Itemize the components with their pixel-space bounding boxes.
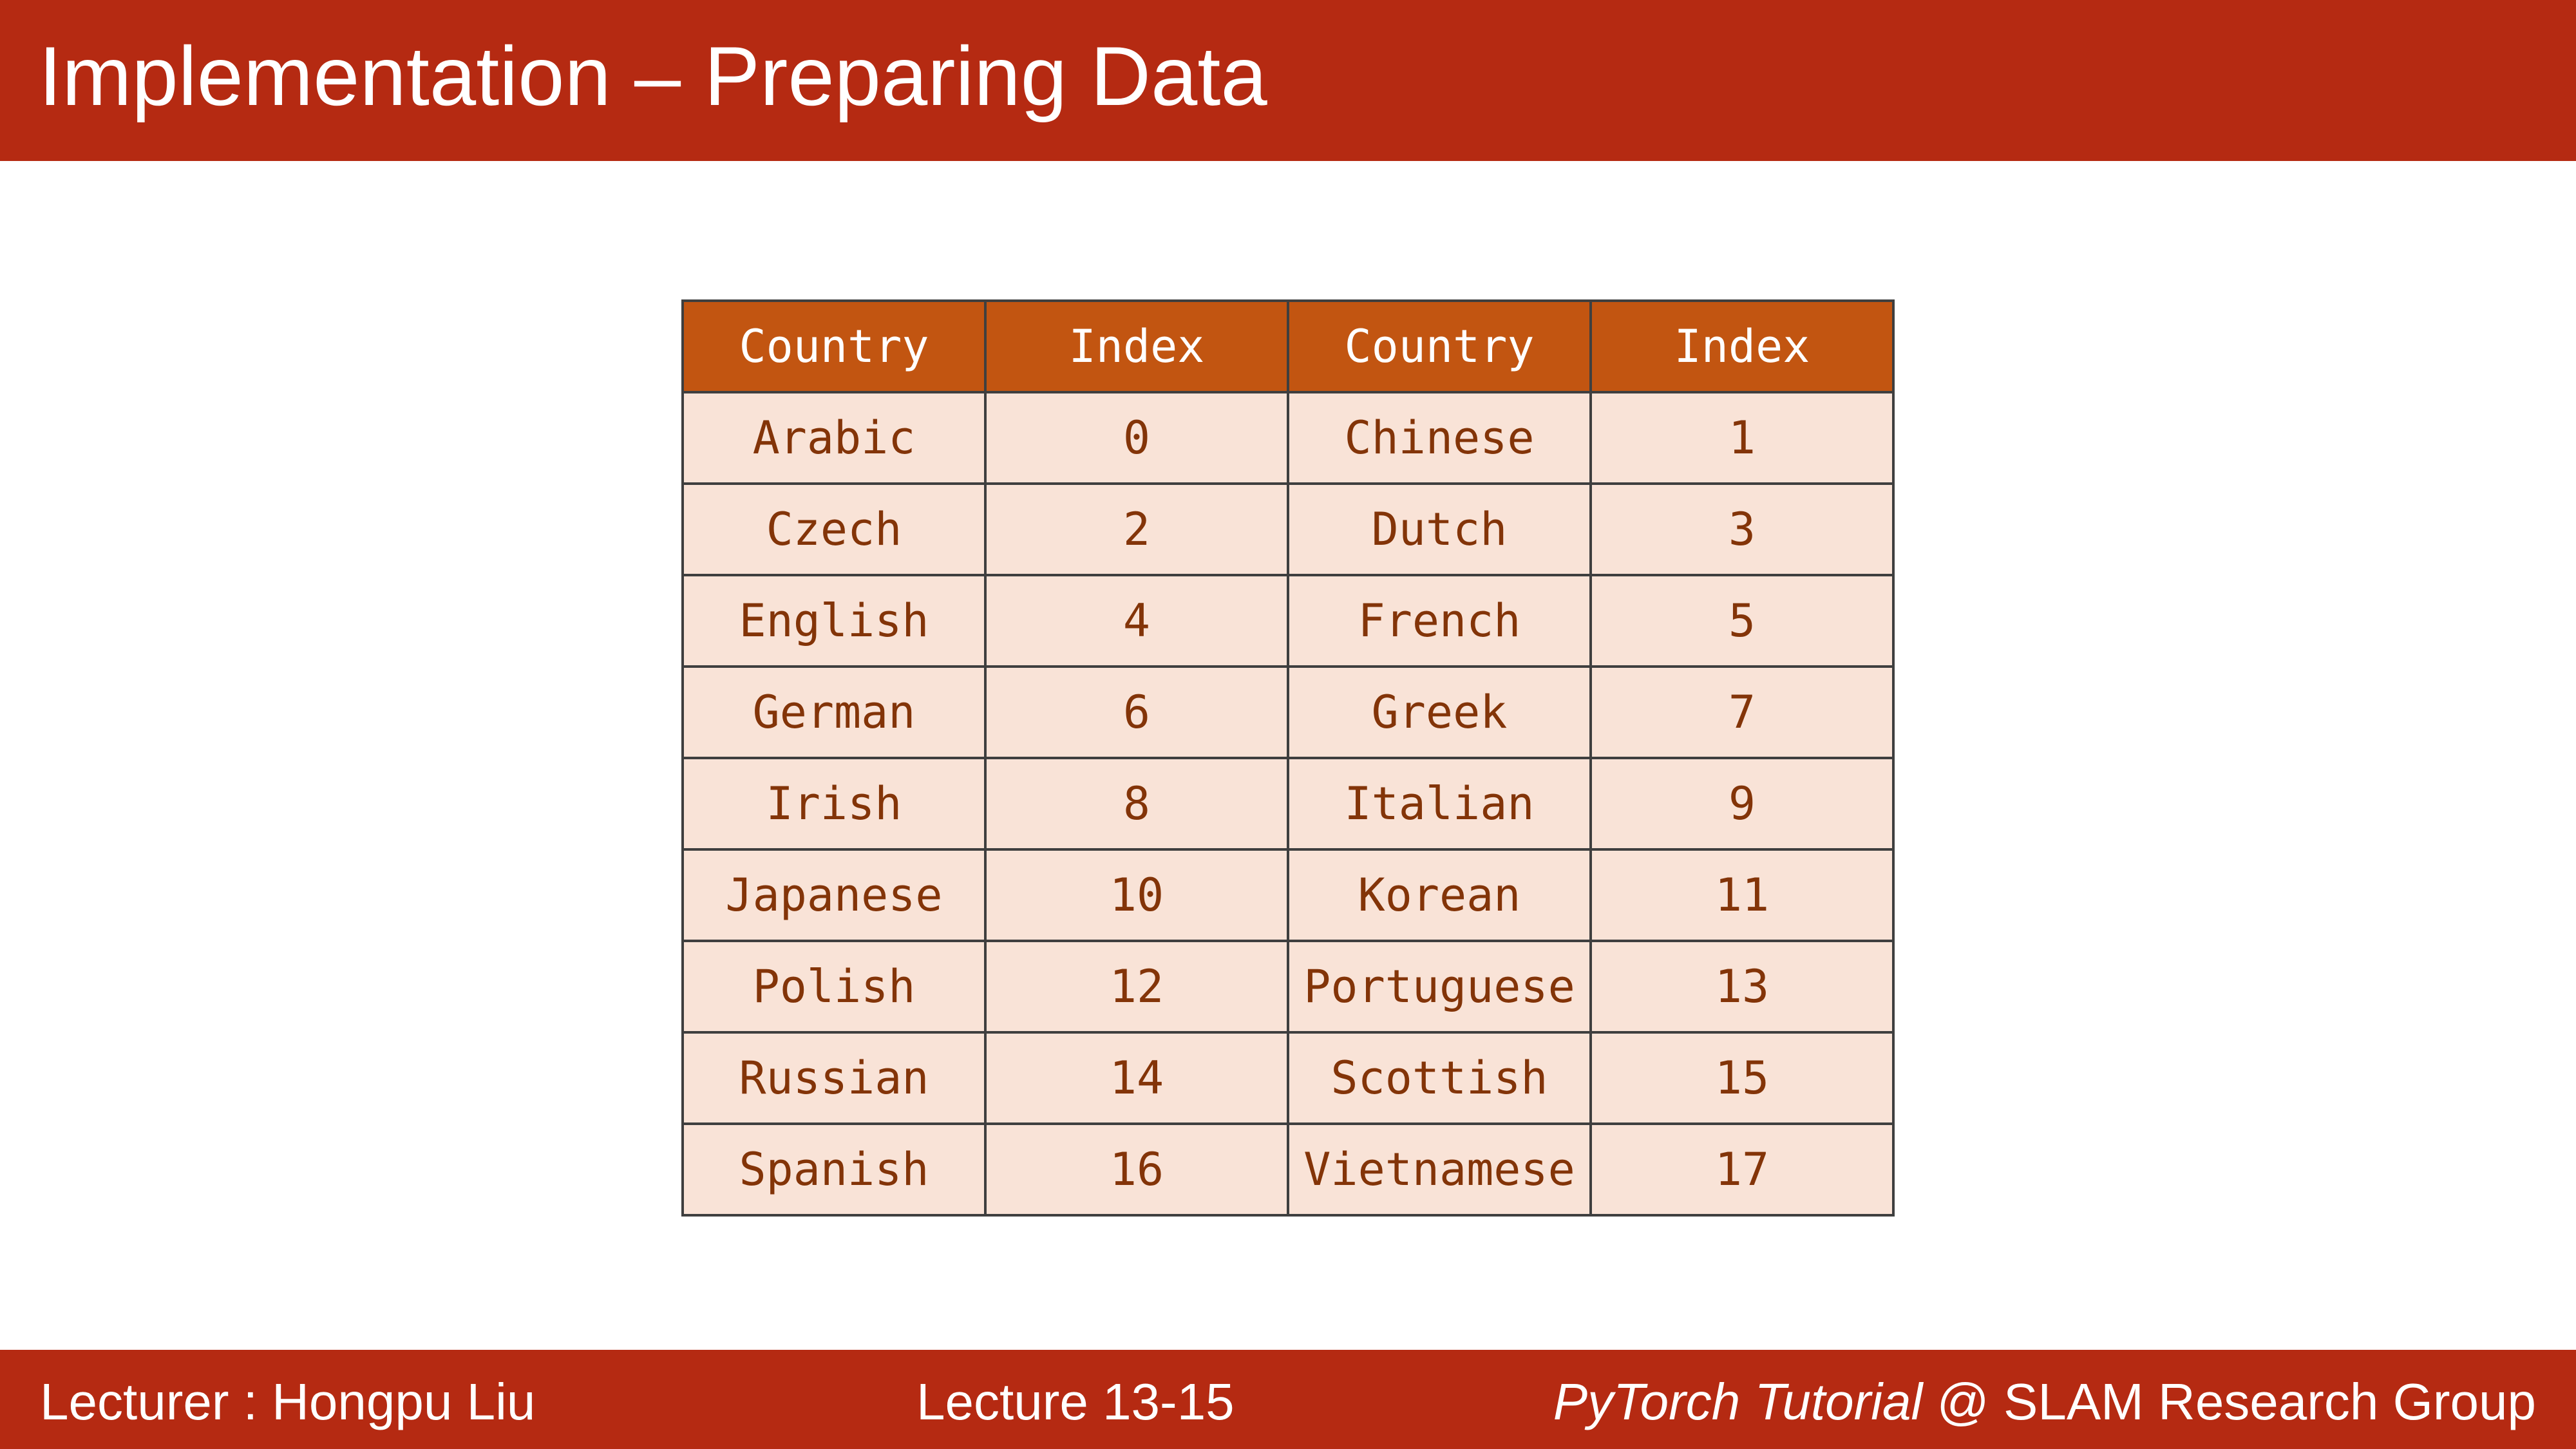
country-cell: Arabic: [681, 391, 987, 485]
footer-group-name: @ SLAM Research Group: [1922, 1373, 2536, 1430]
index-cell: 16: [984, 1122, 1289, 1217]
country-cell: German: [681, 665, 987, 759]
country-cell: Czech: [681, 482, 987, 576]
country-index-table-container: Country Index Country Index Arabic 0 Chi…: [681, 299, 1895, 1217]
slide-title: Implementation – Preparing Data: [39, 29, 1267, 123]
country-index-table: Country Index Country Index Arabic 0 Chi…: [681, 299, 1895, 1217]
country-cell: Portuguese: [1287, 940, 1592, 1034]
country-cell: Greek: [1287, 665, 1592, 759]
index-cell: 3: [1589, 482, 1895, 576]
table-row: Polish 12 Portuguese 13: [681, 940, 1895, 1034]
header-index: Index: [1589, 299, 1895, 393]
country-cell: Chinese: [1287, 391, 1592, 485]
footer-course-credit: PyTorch Tutorial @ SLAM Research Group: [1553, 1373, 2536, 1431]
country-cell: English: [681, 574, 987, 668]
header-country: Country: [1287, 299, 1592, 393]
table-row: Arabic 0 Chinese 1: [681, 391, 1895, 485]
country-cell: Scottish: [1287, 1031, 1592, 1125]
table-row: Japanese 10 Korean 11: [681, 848, 1895, 942]
footer-lecturer: Lecturer : Hongpu Liu: [40, 1373, 536, 1430]
footer-bar: Lecturer : Hongpu Liu Lecture 13-15 PyTo…: [0, 1350, 2576, 1449]
country-cell: Korean: [1287, 848, 1592, 942]
index-cell: 4: [984, 574, 1289, 668]
index-cell: 14: [984, 1031, 1289, 1125]
index-cell: 10: [984, 848, 1289, 942]
footer-course-name: PyTorch Tutorial: [1553, 1373, 1923, 1430]
index-cell: 7: [1589, 665, 1895, 759]
index-cell: 11: [1589, 848, 1895, 942]
index-cell: 2: [984, 482, 1289, 576]
country-cell: Irish: [681, 757, 987, 851]
table-row: Czech 2 Dutch 3: [681, 482, 1895, 576]
country-cell: Russian: [681, 1031, 987, 1125]
title-bar: Implementation – Preparing Data: [0, 0, 2576, 161]
header-country: Country: [681, 299, 987, 393]
index-cell: 8: [984, 757, 1289, 851]
index-cell: 0: [984, 391, 1289, 485]
country-cell: Vietnamese: [1287, 1122, 1592, 1217]
country-cell: Japanese: [681, 848, 987, 942]
country-cell: Dutch: [1287, 482, 1592, 576]
table-header-row: Country Index Country Index: [681, 299, 1895, 393]
index-cell: 5: [1589, 574, 1895, 668]
footer-lecture-number: Lecture 13-15: [916, 1373, 1235, 1430]
index-cell: 15: [1589, 1031, 1895, 1125]
index-cell: 12: [984, 940, 1289, 1034]
index-cell: 6: [984, 665, 1289, 759]
table-row: Spanish 16 Vietnamese 17: [681, 1122, 1895, 1217]
country-cell: Italian: [1287, 757, 1592, 851]
country-cell: Polish: [681, 940, 987, 1034]
country-cell: Spanish: [681, 1122, 987, 1217]
table-row: Russian 14 Scottish 15: [681, 1031, 1895, 1125]
table-row: German 6 Greek 7: [681, 665, 1895, 759]
table-row: English 4 French 5: [681, 574, 1895, 668]
table-row: Irish 8 Italian 9: [681, 757, 1895, 851]
country-cell: French: [1287, 574, 1592, 668]
index-cell: 9: [1589, 757, 1895, 851]
header-index: Index: [984, 299, 1289, 393]
index-cell: 13: [1589, 940, 1895, 1034]
index-cell: 17: [1589, 1122, 1895, 1217]
index-cell: 1: [1589, 391, 1895, 485]
